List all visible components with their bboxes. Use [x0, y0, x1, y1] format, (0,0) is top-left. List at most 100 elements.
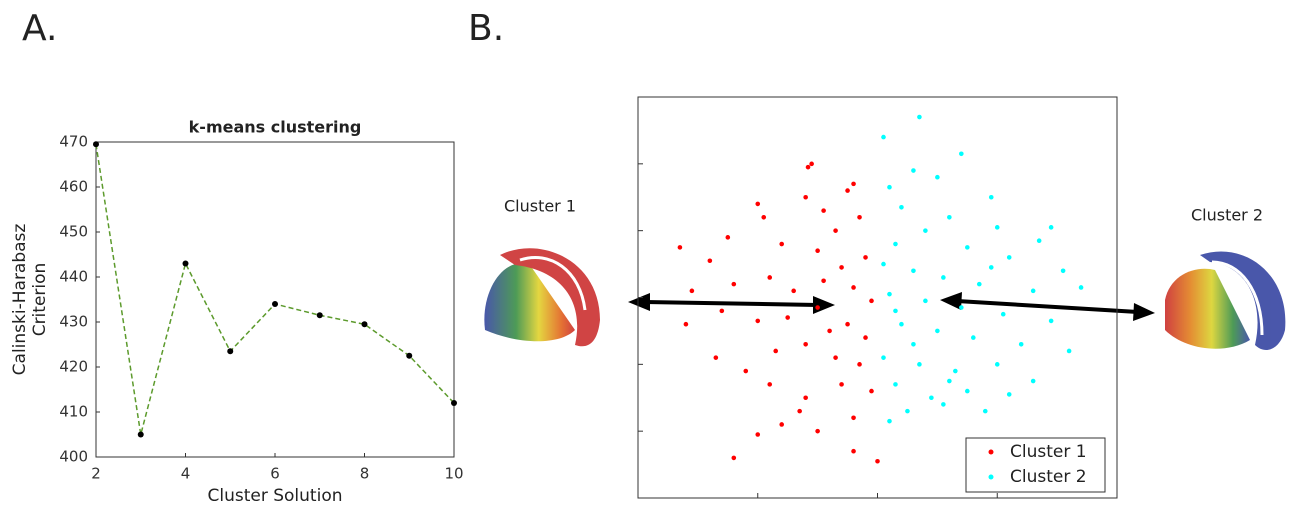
scatter-point: [923, 298, 928, 304]
data-point: [406, 352, 413, 359]
brain-image: [1165, 251, 1286, 350]
data-point: [451, 400, 457, 406]
scatter-point: [893, 241, 898, 247]
scatter-point: [767, 275, 773, 280]
scatter-point: [839, 265, 844, 270]
scatter-point: [947, 215, 952, 220]
y-tick-label: 400: [59, 448, 88, 466]
scatter-point: [869, 298, 874, 304]
scatter-point: [827, 328, 832, 334]
scatter-point: [994, 362, 1000, 367]
scatter-point: [994, 225, 1000, 230]
scatter-point: [851, 415, 856, 421]
scatter-point: [809, 161, 814, 167]
scatter-point: [863, 255, 868, 260]
scatter-point: [1006, 255, 1012, 260]
scatter-point: [743, 368, 749, 374]
scatter-point: [982, 408, 988, 414]
data-point: [137, 431, 144, 438]
y-tick-label: 430: [59, 313, 88, 331]
scatter-point: [815, 305, 820, 310]
y-tick-label: 470: [59, 133, 88, 151]
x-tick-label: 2: [91, 465, 101, 483]
scatter-point: [803, 194, 808, 200]
scatter-point: [881, 261, 886, 267]
scatter-point: [755, 201, 761, 207]
legend: Cluster 1 Cluster 2: [965, 437, 1106, 493]
scatter-point: [821, 208, 826, 213]
legend-label: Cluster 2: [1010, 467, 1087, 487]
scatter-point: [779, 422, 784, 427]
scatter-point: [803, 341, 808, 347]
scatter-point: [1078, 285, 1084, 290]
image-caption: Cluster 1: [504, 197, 576, 216]
scatter-point: [719, 308, 725, 314]
arrow: [628, 292, 1155, 321]
scatter-point: [725, 235, 731, 240]
scatter-point: [869, 388, 874, 394]
scatter-point: [971, 335, 976, 340]
scatter-point: [845, 188, 850, 193]
scatter-point: [839, 382, 844, 387]
y-axis-label: Criterion: [30, 263, 50, 337]
x-axis-label: Cluster Solution: [208, 486, 343, 506]
panel-label: B.: [468, 8, 504, 49]
scatter-point: [1066, 348, 1072, 354]
y-tick-label: 450: [59, 223, 88, 241]
data-point: [361, 321, 368, 328]
scatter-point: [785, 315, 790, 320]
scatter-point: [965, 245, 970, 250]
scatter-point: [833, 355, 838, 360]
data-point: [316, 312, 323, 319]
scatter-point: [911, 341, 916, 347]
image-caption: Cluster 2: [1191, 206, 1263, 225]
scatter-point: [935, 328, 940, 334]
scatter-point: [797, 408, 802, 414]
y-tick-label: 440: [59, 268, 88, 286]
scatter-point: [767, 382, 773, 387]
scatter-point: [941, 275, 946, 280]
scatter-point: [803, 395, 808, 401]
scatter-point: [976, 281, 982, 287]
x-tick-label: 8: [360, 465, 370, 483]
scatter-point: [1030, 288, 1036, 294]
scatter-point: [815, 428, 820, 434]
scatter-point: [881, 134, 886, 140]
scatter-point: [805, 164, 811, 170]
scatter-point: [917, 114, 922, 120]
scatter-point: [911, 268, 916, 274]
scatter-point: [851, 448, 856, 454]
scatter-point: [887, 291, 892, 297]
y-axis-label: Calinski-Harabasz: [10, 224, 30, 376]
scatter-point: [863, 335, 868, 340]
scatter-point: [917, 362, 922, 367]
scatter-point: [761, 215, 767, 220]
scatter-point: [845, 321, 850, 327]
scatter-point: [779, 241, 784, 247]
legend-swatch: [988, 449, 994, 455]
x-tick-label: 4: [181, 465, 191, 483]
legend-label: Cluster 1: [1010, 442, 1087, 462]
scatter-point: [791, 288, 796, 294]
y-tick-label: 460: [59, 178, 88, 196]
scatter-point: [953, 368, 958, 374]
scatter-point: [893, 308, 898, 314]
scatter-point: [1018, 341, 1024, 347]
scatter-point: [935, 174, 940, 180]
scatter-point: [851, 285, 856, 290]
y-tick-label: 410: [59, 403, 88, 421]
data-point: [272, 301, 278, 307]
scatter-point: [731, 281, 737, 287]
scatter-point: [1060, 268, 1066, 274]
x-tick-label: 6: [270, 465, 280, 483]
scatter-point: [677, 245, 683, 250]
scatter-point: [1006, 392, 1012, 397]
brain-image: [484, 248, 600, 347]
scatter-point: [1048, 318, 1054, 324]
scatter-point: [851, 181, 856, 187]
scatter-point: [875, 458, 880, 464]
scatter-point: [911, 168, 916, 173]
x-tick-label: 10: [444, 465, 463, 483]
scatter-point: [1030, 378, 1036, 384]
plot-frame: [95, 141, 455, 458]
